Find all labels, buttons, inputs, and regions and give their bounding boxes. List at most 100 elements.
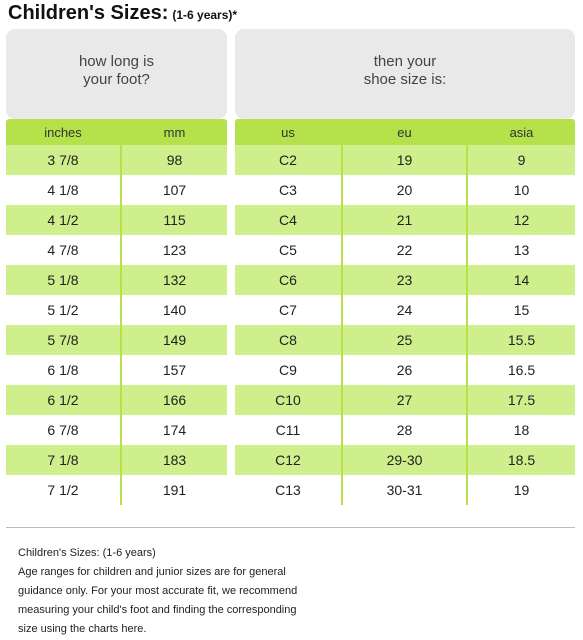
cell-inches: 3 7/8 (6, 145, 121, 175)
cell-us: C8 (235, 325, 342, 355)
table-row: 6 1/8 157 (6, 355, 227, 385)
cell-inches: 4 1/2 (6, 205, 121, 235)
table-row: 6 1/2 166 (6, 385, 227, 415)
shoe-size-statement-line2: shoe size is: (363, 71, 447, 88)
cell-inches: 6 1/2 (6, 385, 121, 415)
cell-eu: 19 (341, 145, 467, 175)
sizing-note-line: size using the charts here. (18, 623, 147, 635)
cell-inches: 5 7/8 (6, 325, 121, 355)
column-header-us: us (235, 119, 342, 145)
table-row: 6 7/8 174 (6, 415, 227, 445)
cell-mm: 115 (120, 205, 227, 235)
page-title-main: Children's Sizes: (8, 2, 169, 24)
cell-eu: 30-31 (341, 475, 467, 505)
column-header-inches: inches (6, 119, 121, 145)
column-header-asia: asia (466, 119, 575, 145)
cell-inches: 7 1/2 (6, 475, 121, 505)
cell-eu: 27 (341, 385, 467, 415)
cell-us: C11 (235, 415, 342, 445)
cell-asia: 15.5 (466, 325, 575, 355)
cell-asia: 18.5 (466, 445, 575, 475)
foot-length-question-line1: how long is (78, 53, 155, 70)
column-header-eu: eu (341, 119, 467, 145)
cell-mm: 149 (120, 325, 227, 355)
cell-inches: 5 1/2 (6, 295, 121, 325)
table-row: 7 1/8 183 (6, 445, 227, 475)
table-row: 5 1/8 132 (6, 265, 227, 295)
cell-eu: 28 (341, 415, 467, 445)
table-row: C10 27 17.5 (235, 385, 575, 415)
cell-mm: 123 (120, 235, 227, 265)
sizing-note-heading: Children's Sizes: (1-6 years) (18, 547, 156, 559)
cell-mm: 140 (120, 295, 227, 325)
table-row: C2 19 9 (235, 145, 575, 175)
shoe-size-statement: then your shoe size is: (235, 53, 575, 89)
shoe-size-panel: then your shoe size is: (235, 29, 575, 119)
sizing-note-line: Age ranges for children and junior sizes… (18, 566, 286, 578)
cell-asia: 13 (466, 235, 575, 265)
cell-eu: 20 (341, 175, 467, 205)
cell-us: C6 (235, 265, 342, 295)
cell-us: C10 (235, 385, 342, 415)
cell-mm: 157 (120, 355, 227, 385)
foot-length-table: inches mm 3 7/8 98 4 1/8 107 4 1/2 115 4 7/8 12… (6, 119, 227, 505)
page-title: Children's Sizes: (1-6 years)* (8, 2, 237, 25)
cell-mm: 191 (120, 475, 227, 505)
foot-length-panel: how long is your foot? (6, 29, 227, 119)
cell-mm: 98 (120, 145, 227, 175)
shoe-size-header-row: us eu asia (235, 119, 575, 145)
table-row: C13 30-31 19 (235, 475, 575, 505)
sizing-note-line: measuring your child's foot and finding … (18, 604, 297, 616)
cell-mm: 107 (120, 175, 227, 205)
cell-asia: 16.5 (466, 355, 575, 385)
table-row: 3 7/8 98 (6, 145, 227, 175)
cell-us: C13 (235, 475, 342, 505)
table-row: C5 22 13 (235, 235, 575, 265)
table-row: 5 1/2 140 (6, 295, 227, 325)
cell-mm: 174 (120, 415, 227, 445)
cell-asia: 12 (466, 205, 575, 235)
column-header-mm: mm (120, 119, 227, 145)
cell-mm: 166 (120, 385, 227, 415)
cell-inches: 6 1/8 (6, 355, 121, 385)
cell-eu: 24 (341, 295, 467, 325)
sizing-note: Children's Sizes: (1-6 years) Age ranges… (18, 544, 363, 639)
table-row: 5 7/8 149 (6, 325, 227, 355)
cell-eu: 22 (341, 235, 467, 265)
cell-asia: 18 (466, 415, 575, 445)
foot-length-question-line2: your foot? (83, 71, 150, 88)
table-row: C9 26 16.5 (235, 355, 575, 385)
table-row: 4 1/8 107 (6, 175, 227, 205)
table-row: C4 21 12 (235, 205, 575, 235)
cell-eu: 29-30 (341, 445, 467, 475)
cell-eu: 25 (341, 325, 467, 355)
cell-inches: 4 7/8 (6, 235, 121, 265)
cell-us: C3 (235, 175, 342, 205)
table-row: C7 24 15 (235, 295, 575, 325)
table-row: C11 28 18 (235, 415, 575, 445)
shoe-size-table: us eu asia C2 19 9 C3 20 10 C4 21 12 C5 22 13 C6 23 14… (235, 119, 575, 505)
table-row: C3 20 10 (235, 175, 575, 205)
cell-mm: 183 (120, 445, 227, 475)
cell-inches: 5 1/8 (6, 265, 121, 295)
table-row: C6 23 14 (235, 265, 575, 295)
cell-asia: 19 (466, 475, 575, 505)
shoe-size-statement-line1: then your (373, 53, 437, 70)
table-row: 4 7/8 123 (6, 235, 227, 265)
cell-asia: 10 (466, 175, 575, 205)
cell-asia: 15 (466, 295, 575, 325)
cell-inches: 6 7/8 (6, 415, 121, 445)
cell-asia: 9 (466, 145, 575, 175)
sizing-note-line: guidance only. For your most accurate fi… (18, 585, 298, 597)
cell-asia: 14 (466, 265, 575, 295)
cell-eu: 23 (341, 265, 467, 295)
cell-mm: 132 (120, 265, 227, 295)
section-divider (6, 527, 575, 528)
table-row: C8 25 15.5 (235, 325, 575, 355)
cell-us: C12 (235, 445, 342, 475)
cell-asia: 17.5 (466, 385, 575, 415)
table-row: C12 29-30 18.5 (235, 445, 575, 475)
cell-inches: 7 1/8 (6, 445, 121, 475)
cell-us: C5 (235, 235, 342, 265)
cell-eu: 21 (341, 205, 467, 235)
